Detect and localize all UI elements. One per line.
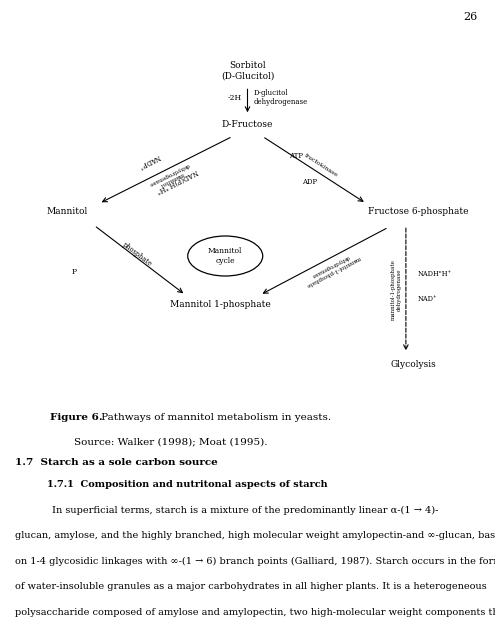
Text: Sorbitol
(D-Glucitol): Sorbitol (D-Glucitol) <box>221 61 274 80</box>
Text: NAD⁺: NAD⁺ <box>418 295 438 303</box>
Text: mannitol-1-phosphate
dehydrogenase: mannitol-1-phosphate dehydrogenase <box>391 259 401 320</box>
Text: In superficial terms, starch is a mixture of the predominantly linear α-(1 → 4)-: In superficial terms, starch is a mixtur… <box>52 506 439 515</box>
Text: 26: 26 <box>463 12 478 22</box>
Text: D-glucitol
dehydrogenase: D-glucitol dehydrogenase <box>253 89 308 106</box>
Text: D-Fructose: D-Fructose <box>222 120 273 129</box>
Text: Source: Walker (1998); Moat (1995).: Source: Walker (1998); Moat (1995). <box>74 437 267 446</box>
Text: Mannitol: Mannitol <box>46 207 88 216</box>
Text: fructokinase: fructokinase <box>303 153 339 179</box>
Text: mannitol
dehydrogenase: mannitol dehydrogenase <box>148 162 193 191</box>
Text: ATP: ATP <box>289 152 303 160</box>
Text: 1.7.1  Composition and nutritonal aspects of starch: 1.7.1 Composition and nutritonal aspects… <box>47 480 328 489</box>
Text: P: P <box>72 268 77 276</box>
Text: NAD(P)H "H": NAD(P)H "H" <box>155 168 199 195</box>
Text: Figure 6.: Figure 6. <box>50 413 102 422</box>
Text: NADH"H⁺: NADH"H⁺ <box>418 270 452 278</box>
Text: polysaccharide composed of amylose and amylopectin, two high-molecular weight co: polysaccharide composed of amylose and a… <box>15 608 495 617</box>
Text: Pathways of mannitol metabolism in yeasts.: Pathways of mannitol metabolism in yeast… <box>98 413 331 422</box>
Text: on 1-4 glycosidic linkages with ∞-(1 → 6) branch points (Galliard, 1987). Starch: on 1-4 glycosidic linkages with ∞-(1 → 6… <box>15 557 495 566</box>
Text: Mannitol
cycle: Mannitol cycle <box>208 248 243 264</box>
Text: glucan, amylose, and the highly branched, high molecular weight amylopectin-and : glucan, amylose, and the highly branched… <box>15 531 495 540</box>
Text: phosphate: phosphate <box>121 240 153 268</box>
Text: mannitol-1-phosphate
dehydrogenase: mannitol-1-phosphate dehydrogenase <box>302 250 361 288</box>
Text: -2H: -2H <box>227 93 242 102</box>
Text: Fructose 6-phosphate: Fructose 6-phosphate <box>368 207 469 216</box>
Text: 1.7  Starch as a sole carbon source: 1.7 Starch as a sole carbon source <box>15 458 218 467</box>
Text: NADP⁺: NADP⁺ <box>137 152 161 170</box>
Text: Mannitol 1-phosphate: Mannitol 1-phosphate <box>170 300 271 309</box>
Text: ADP: ADP <box>302 178 317 186</box>
Text: of water-insoluble granules as a major carbohydrates in all higher plants. It is: of water-insoluble granules as a major c… <box>15 582 487 591</box>
Text: Glycolysis: Glycolysis <box>391 360 436 369</box>
